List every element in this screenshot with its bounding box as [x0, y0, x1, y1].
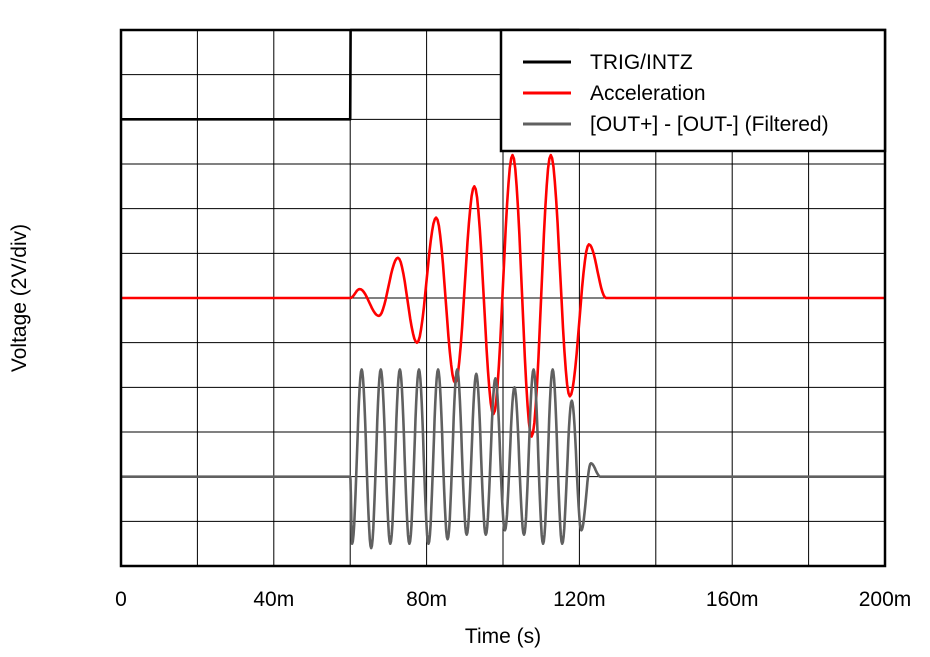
x-tick-labels: 0 40m 80m 120m 160m 200m: [115, 588, 911, 611]
x-tick-label: 0: [115, 588, 127, 611]
x-tick-label: 120m: [553, 588, 606, 611]
legend-label: TRIG/INTZ: [590, 51, 693, 74]
legend: TRIG/INTZ Acceleration [OUT+] - [OUT-] (Fi…: [499, 28, 887, 153]
x-tick-label: 160m: [706, 588, 759, 611]
series-line-3: [121, 368, 885, 550]
legend-label: Acceleration: [590, 82, 706, 105]
x-tick-label: 80m: [406, 588, 447, 611]
x-tick-label: 40m: [253, 588, 294, 611]
legend-label: [OUT+] - [OUT-] (Filtered): [590, 113, 829, 136]
x-axis-label: Time (s): [465, 625, 541, 648]
series-line-2: [121, 153, 885, 438]
x-tick-label: 200m: [859, 588, 912, 611]
legend-box: [499, 28, 887, 153]
y-axis-label: Voltage (2V/div): [8, 224, 31, 372]
